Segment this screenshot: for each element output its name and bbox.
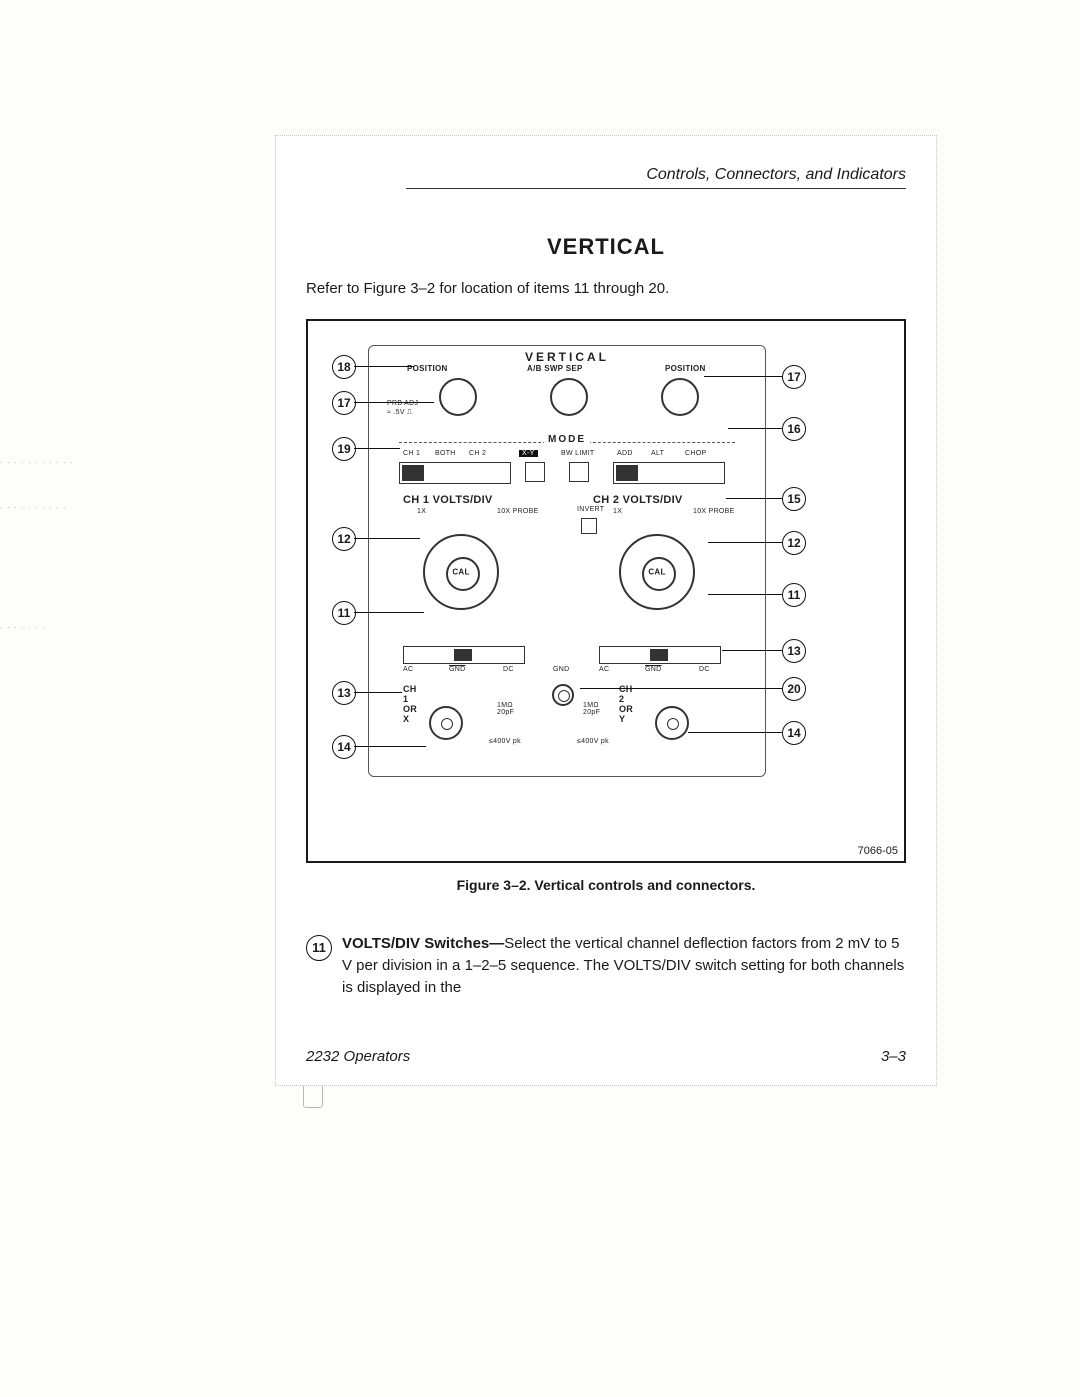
callout-13-left: 13	[332, 681, 356, 705]
leader	[354, 612, 424, 613]
mode-opt: CHOP	[685, 450, 706, 457]
mode-opt: ADD	[617, 450, 633, 457]
callout-12-left: 12	[332, 527, 356, 551]
leader	[708, 542, 782, 543]
leader	[708, 594, 782, 595]
coupling-opt: GND	[449, 666, 465, 673]
mode-opt: BOTH	[435, 450, 456, 457]
ch1-volts-label: CH 1 VOLTS/DIV	[403, 494, 493, 506]
leader	[354, 366, 414, 367]
leader	[580, 688, 782, 689]
callout-19: 19	[332, 437, 356, 461]
position-knob-ch2	[661, 378, 699, 416]
footer-left: 2232 Operators	[306, 1048, 410, 1065]
callout-16: 16	[782, 417, 806, 441]
position-knob-ch1	[439, 378, 477, 416]
callout-14-right: 14	[782, 721, 806, 745]
scale-10x: 10X PROBE	[693, 508, 735, 515]
coupling-switch-ch1	[403, 646, 525, 664]
section-title: VERTICAL	[306, 234, 906, 260]
page-footer: 2232 Operators 3–3	[306, 1048, 906, 1065]
mode-opt: CH 2	[469, 450, 486, 457]
item-11: 11 VOLTS/DIV Switches—Select the vertica…	[306, 933, 906, 998]
leader	[704, 376, 782, 377]
coupling-opt: AC	[599, 666, 609, 673]
callout-11-left: 11	[332, 601, 356, 625]
figure-number: 7066-05	[858, 845, 898, 857]
gnd-label: GND	[553, 666, 569, 673]
vmax-label: ≤400V pk	[489, 738, 521, 745]
callout-17-right: 17	[782, 365, 806, 389]
pos-label-right: POSITION	[665, 364, 706, 373]
coupling-opt: DC	[699, 666, 710, 673]
document-page: Controls, Connectors, and Indicators VER…	[275, 135, 937, 1086]
mode-label: MODE	[544, 434, 590, 445]
callout-14-left: 14	[332, 735, 356, 759]
figure-box: VERTICAL POSITION A/B SWP SEP POSITION P…	[306, 319, 906, 863]
mode-opt: CH 1	[403, 450, 420, 457]
leader	[354, 402, 434, 403]
probe-adj-label2: ≈ .5V ⎍	[387, 409, 412, 417]
leader	[354, 746, 426, 747]
panel-header: VERTICAL	[369, 350, 765, 364]
leader	[726, 498, 782, 499]
cal-label: CAL	[452, 568, 469, 577]
xy-button	[525, 462, 545, 482]
coupling-switch-ch2	[599, 646, 721, 664]
callout-11-right: 11	[782, 583, 806, 607]
item-text: VOLTS/DIV Switches—Select the vertical c…	[342, 933, 906, 998]
leader	[728, 428, 782, 429]
coupling-opt: GND	[645, 666, 661, 673]
cal-label: CAL	[648, 568, 665, 577]
callout-17-left: 17	[332, 391, 356, 415]
leader	[722, 650, 782, 651]
item-number-circle: 11	[306, 935, 332, 961]
oscilloscope-panel: VERTICAL POSITION A/B SWP SEP POSITION P…	[368, 345, 766, 777]
scan-noise: . . . . . . . . . . .	[0, 455, 270, 465]
vmax-label: ≤400V pk	[577, 738, 609, 745]
callout-20: 20	[782, 677, 806, 701]
mode-switch-left	[399, 462, 511, 484]
scale-10x: 10X PROBE	[497, 508, 539, 515]
leader	[354, 538, 420, 539]
mode-opt: BW LIMIT	[561, 450, 595, 457]
mode-switch-right	[613, 462, 725, 484]
bwlimit-button	[569, 462, 589, 482]
leader	[688, 732, 782, 733]
leader	[354, 448, 400, 449]
figure-caption: Figure 3–2. Vertical controls and connec…	[306, 877, 906, 893]
volts-div-knob-ch1: CAL	[423, 534, 499, 610]
running-head: Controls, Connectors, and Indicators	[406, 166, 906, 189]
scale-1x: 1X	[613, 508, 622, 515]
ch2-volts-label: CH 2 VOLTS/DIV	[593, 494, 683, 506]
volts-div-knob-ch2: CAL	[619, 534, 695, 610]
scan-noise: . . . . . . . . . .	[0, 500, 270, 510]
coupling-opt: AC	[403, 666, 413, 673]
callout-15: 15	[782, 487, 806, 511]
swp-sep-knob	[550, 378, 588, 416]
invert-button	[581, 518, 597, 534]
bnc-ch2	[655, 706, 689, 740]
invert-label: INVERT	[577, 506, 604, 513]
callout-18: 18	[332, 355, 356, 379]
mode-opt: ALT	[651, 450, 664, 457]
swp-sep-label: A/B SWP SEP	[527, 364, 583, 373]
ground-jack	[552, 684, 574, 706]
mode-opt-xy: X-Y	[519, 450, 538, 457]
coupling-opt: DC	[503, 666, 514, 673]
impedance-label: 1MΩ 20pF	[583, 702, 600, 716]
intro-text: Refer to Figure 3–2 for location of item…	[306, 278, 906, 299]
scan-noise: . . . . . . .	[0, 620, 270, 630]
callout-12-right: 12	[782, 531, 806, 555]
callout-13-right: 13	[782, 639, 806, 663]
leader	[354, 692, 402, 693]
scale-1x: 1X	[417, 508, 426, 515]
bnc-ch1	[429, 706, 463, 740]
impedance-label: 1MΩ 20pF	[497, 702, 514, 716]
footer-right: 3–3	[881, 1048, 906, 1065]
